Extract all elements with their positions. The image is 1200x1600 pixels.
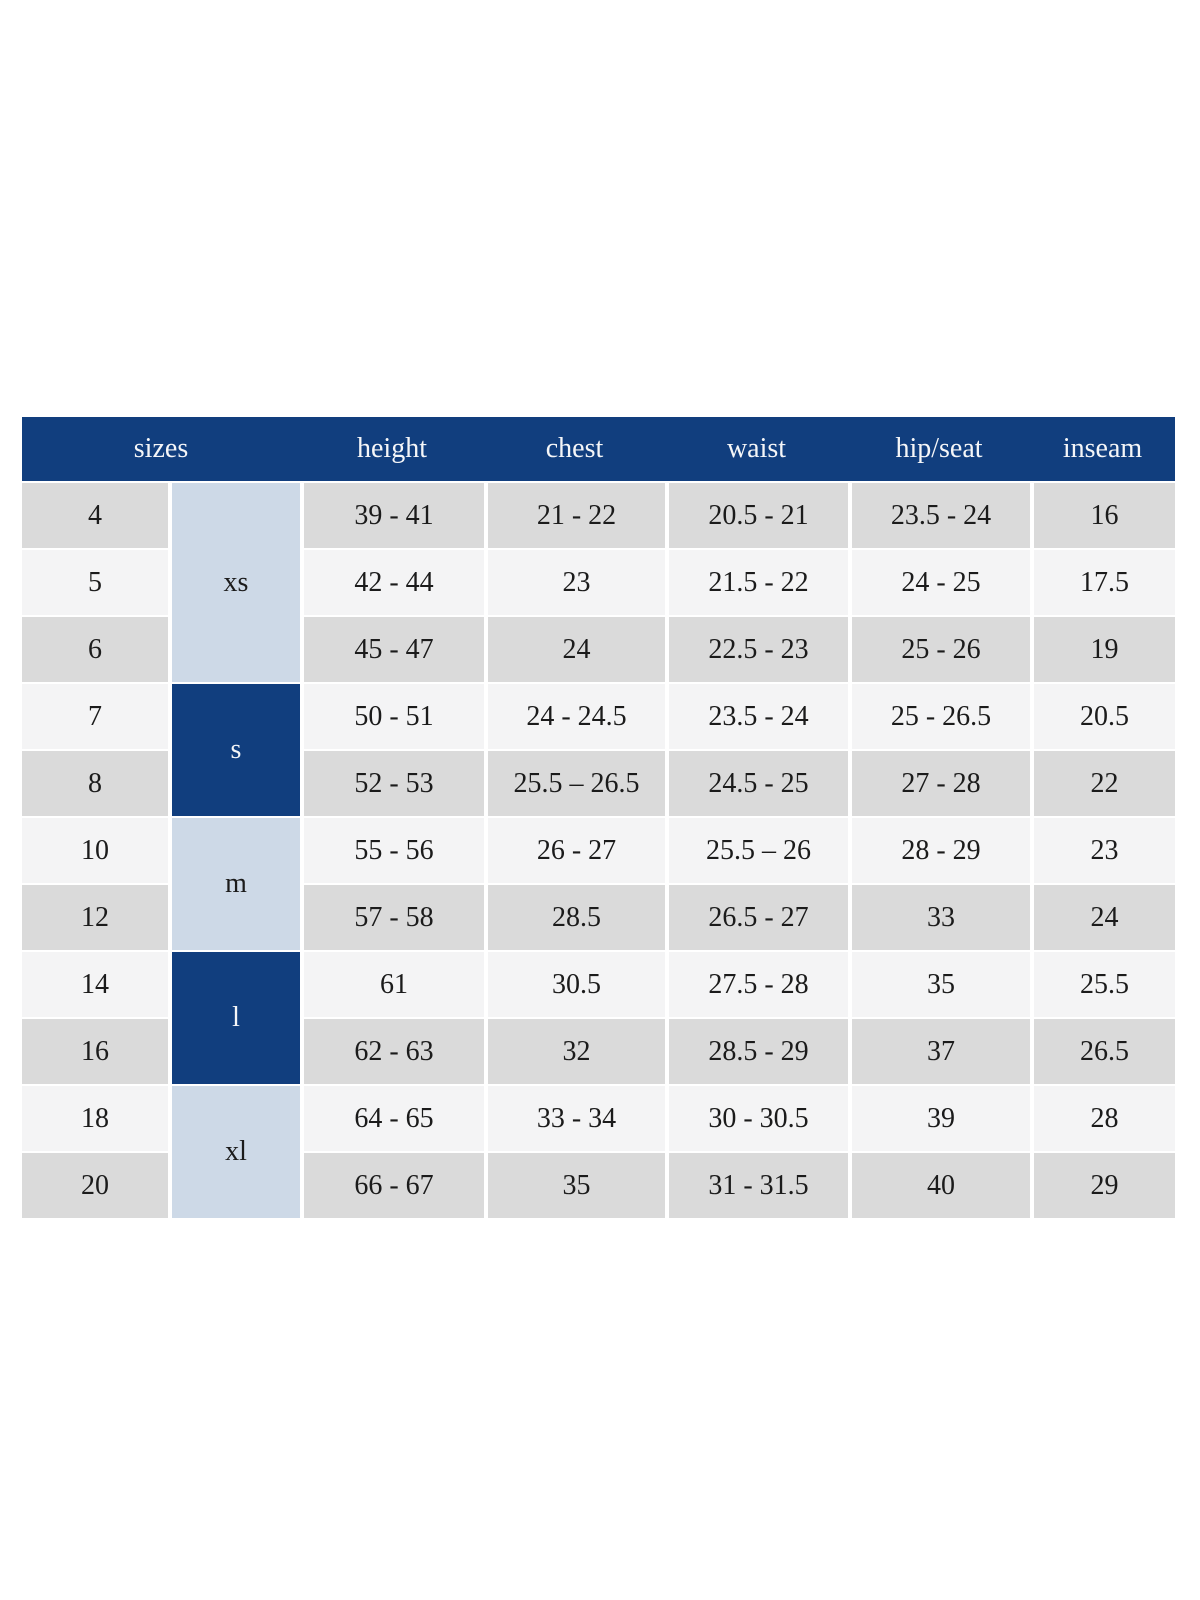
- inseam-cell: 26.5: [1030, 1017, 1175, 1084]
- waist-cell: 31 - 31.5: [665, 1151, 848, 1218]
- table-row: 7 s 50 - 51 24 - 24.5 23.5 - 24 25 - 26.5 20.5: [22, 682, 1175, 816]
- hip-seat-cell: 37: [848, 1017, 1030, 1084]
- size-cell: 7: [22, 682, 168, 749]
- size-cell: 6: [22, 615, 168, 682]
- size-cell: 10: [22, 816, 168, 883]
- chest-cell: 32: [484, 1017, 665, 1084]
- size-cell: 16: [22, 1017, 168, 1084]
- chest-cell: 26 - 27: [484, 816, 665, 883]
- chest-cell: 33 - 34: [484, 1084, 665, 1151]
- waist-cell: 28.5 - 29: [665, 1017, 848, 1084]
- table-row: 10 m 55 - 56 26 - 27 25.5 – 26 28 - 29 23: [22, 816, 1175, 950]
- chest-cell: 24 - 24.5: [484, 682, 665, 749]
- chest-cell: 35: [484, 1151, 665, 1218]
- height-cell: 50 - 51: [300, 682, 484, 749]
- size-cell: 14: [22, 950, 168, 1017]
- chest-cell: 24: [484, 615, 665, 682]
- size-cell: 20: [22, 1151, 168, 1218]
- inseam-cell: 29: [1030, 1151, 1175, 1218]
- inseam-cell: 25.5: [1030, 950, 1175, 1017]
- hip-seat-cell: 25 - 26.5: [848, 682, 1030, 749]
- inseam-cell: 17.5: [1030, 548, 1175, 615]
- size-group-cell-l: l: [168, 950, 300, 1084]
- table-row: 16 62 - 63 32 28.5 - 29 37 26.5: [22, 1017, 1175, 1084]
- height-cell: 52 - 53: [300, 749, 484, 816]
- table-row: 12 57 - 58 28.5 26.5 - 27 33 24: [22, 883, 1175, 950]
- size-cell: 4: [22, 481, 168, 548]
- size-group-cell-s: s: [168, 682, 300, 816]
- waist-cell: 27.5 - 28: [665, 950, 848, 1017]
- chest-cell: 25.5 – 26.5: [484, 749, 665, 816]
- size-cell: 18: [22, 1084, 168, 1151]
- table-row: 6 45 - 47 24 22.5 - 23 25 - 26 19: [22, 615, 1175, 682]
- hip-seat-cell: 27 - 28: [848, 749, 1030, 816]
- inseam-cell: 19: [1030, 615, 1175, 682]
- table-row: 8 52 - 53 25.5 – 26.5 24.5 - 25 27 - 28 22: [22, 749, 1175, 816]
- table-header: sizes height chest waist hip/seat inseam: [22, 417, 1175, 481]
- header-height: height: [300, 417, 484, 481]
- hip-seat-cell: 28 - 29: [848, 816, 1030, 883]
- waist-cell: 20.5 - 21: [665, 481, 848, 548]
- height-cell: 62 - 63: [300, 1017, 484, 1084]
- waist-cell: 23.5 - 24: [665, 682, 848, 749]
- header-hip-seat: hip/seat: [848, 417, 1030, 481]
- size-group-cell-xl: xl: [168, 1084, 300, 1218]
- size-chart-table: sizes height chest waist hip/seat inseam…: [22, 417, 1175, 1218]
- header-row: sizes height chest waist hip/seat inseam: [22, 417, 1175, 481]
- chest-cell: 28.5: [484, 883, 665, 950]
- size-group-cell-xs: xs: [168, 481, 300, 682]
- height-cell: 45 - 47: [300, 615, 484, 682]
- inseam-cell: 28: [1030, 1084, 1175, 1151]
- chest-cell: 23: [484, 548, 665, 615]
- waist-cell: 30 - 30.5: [665, 1084, 848, 1151]
- chest-cell: 21 - 22: [484, 481, 665, 548]
- size-cell: 12: [22, 883, 168, 950]
- table-row: 20 66 - 67 35 31 - 31.5 40 29: [22, 1151, 1175, 1218]
- chest-cell: 30.5: [484, 950, 665, 1017]
- hip-seat-cell: 23.5 - 24: [848, 481, 1030, 548]
- hip-seat-cell: 25 - 26: [848, 615, 1030, 682]
- hip-seat-cell: 40: [848, 1151, 1030, 1218]
- waist-cell: 25.5 – 26: [665, 816, 848, 883]
- hip-seat-cell: 24 - 25: [848, 548, 1030, 615]
- hip-seat-cell: 33: [848, 883, 1030, 950]
- height-cell: 61: [300, 950, 484, 1017]
- table-row: 14 l 61 30.5 27.5 - 28 35 25.5: [22, 950, 1175, 1084]
- inseam-cell: 22: [1030, 749, 1175, 816]
- table-row: 4 xs 39 - 41 21 - 22 20.5 - 21 23.5 - 24 16: [22, 481, 1175, 682]
- height-cell: 42 - 44: [300, 548, 484, 615]
- waist-cell: 26.5 - 27: [665, 883, 848, 950]
- hip-seat-cell: 35: [848, 950, 1030, 1017]
- waist-cell: 21.5 - 22: [665, 548, 848, 615]
- table-row: 18 xl 64 - 65 33 - 34 30 - 30.5 39 28: [22, 1084, 1175, 1218]
- height-cell: 55 - 56: [300, 816, 484, 883]
- size-group-cell-m: m: [168, 816, 300, 950]
- inseam-cell: 16: [1030, 481, 1175, 548]
- header-waist: waist: [665, 417, 848, 481]
- height-cell: 39 - 41: [300, 481, 484, 548]
- header-inseam: inseam: [1030, 417, 1175, 481]
- waist-cell: 22.5 - 23: [665, 615, 848, 682]
- size-cell: 8: [22, 749, 168, 816]
- header-sizes: sizes: [22, 417, 300, 481]
- inseam-cell: 20.5: [1030, 682, 1175, 749]
- inseam-cell: 23: [1030, 816, 1175, 883]
- header-chest: chest: [484, 417, 665, 481]
- waist-cell: 24.5 - 25: [665, 749, 848, 816]
- inseam-cell: 24: [1030, 883, 1175, 950]
- height-cell: 57 - 58: [300, 883, 484, 950]
- height-cell: 64 - 65: [300, 1084, 484, 1151]
- table-row: 5 42 - 44 23 21.5 - 22 24 - 25 17.5: [22, 548, 1175, 615]
- size-cell: 5: [22, 548, 168, 615]
- hip-seat-cell: 39: [848, 1084, 1030, 1151]
- height-cell: 66 - 67: [300, 1151, 484, 1218]
- table-body: 4 xs 39 - 41 21 - 22 20.5 - 21 23.5 - 24 16 5 42…: [22, 481, 1175, 1218]
